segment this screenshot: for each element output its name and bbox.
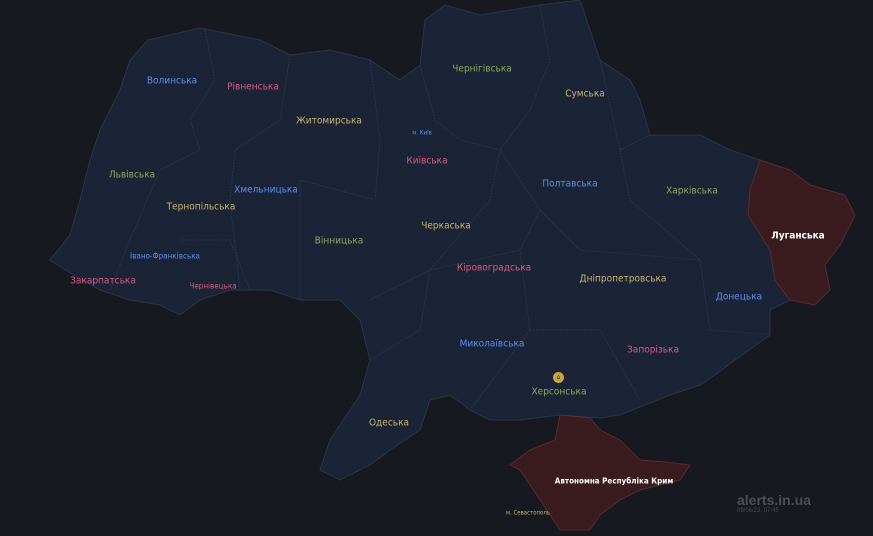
region-crimea-alert[interactable] [509,414,691,531]
label-poltavska[interactable]: Полтавська [542,178,598,190]
region-borders [109,4,771,411]
label-kyivska[interactable]: Київська [406,155,448,167]
label-ternopilska[interactable]: Тернопільська [166,201,236,213]
label-sevastopol[interactable]: м. Севастополь [506,509,550,517]
label-mykolaivska[interactable]: Миколаївська [459,338,525,350]
label-chernivetska[interactable]: Чернівецька [189,281,237,291]
label-ivano-frankivska[interactable]: Івано-Франківська [130,251,200,261]
region-luhanska-alert[interactable] [747,159,856,306]
watermark: alerts.in.ua 09/06/23, 07:45 [737,492,811,514]
ukraine-land [49,0,791,481]
label-kharkivska[interactable]: Харківська [666,185,718,197]
label-zhytomyrska[interactable]: Житомирська [296,115,362,127]
watermark-timestamp: 09/06/23, 07:45 [737,508,779,514]
label-crimea[interactable]: Автономна Республіка Крим [554,476,674,486]
label-donetska[interactable]: Донецька [715,291,763,303]
label-kirovohradska[interactable]: Кіровоградська [456,262,532,274]
label-chernihivska[interactable]: Чернігівська [452,63,512,75]
label-volynska[interactable]: Волинська [146,75,198,87]
label-sumska[interactable]: Сумська [565,88,605,100]
label-zakarpatska[interactable]: Закарпатська [70,275,136,287]
label-khersonska[interactable]: Херсонська [531,386,587,398]
label-kyiv-city[interactable]: м. Київ [412,129,432,137]
label-khmelnytska[interactable]: Хмельницька [234,184,298,196]
nuclear-plant-icon[interactable]: ⌂ [553,372,564,383]
label-zaporizka[interactable]: Запорізька [627,344,679,356]
label-cherkaska[interactable]: Черкаська [421,220,471,232]
watermark-site: alerts.in.ua [737,492,811,508]
label-vinnytska[interactable]: Вінницька [314,235,364,247]
label-rivnenska[interactable]: Рівненська [227,81,279,93]
label-dnipropetrovska[interactable]: Дніпропетровська [579,273,667,285]
label-odeska[interactable]: Одеська [368,417,410,429]
label-lvivska[interactable]: Львівська [108,169,156,181]
label-luhanska[interactable]: Луганська [771,230,825,242]
